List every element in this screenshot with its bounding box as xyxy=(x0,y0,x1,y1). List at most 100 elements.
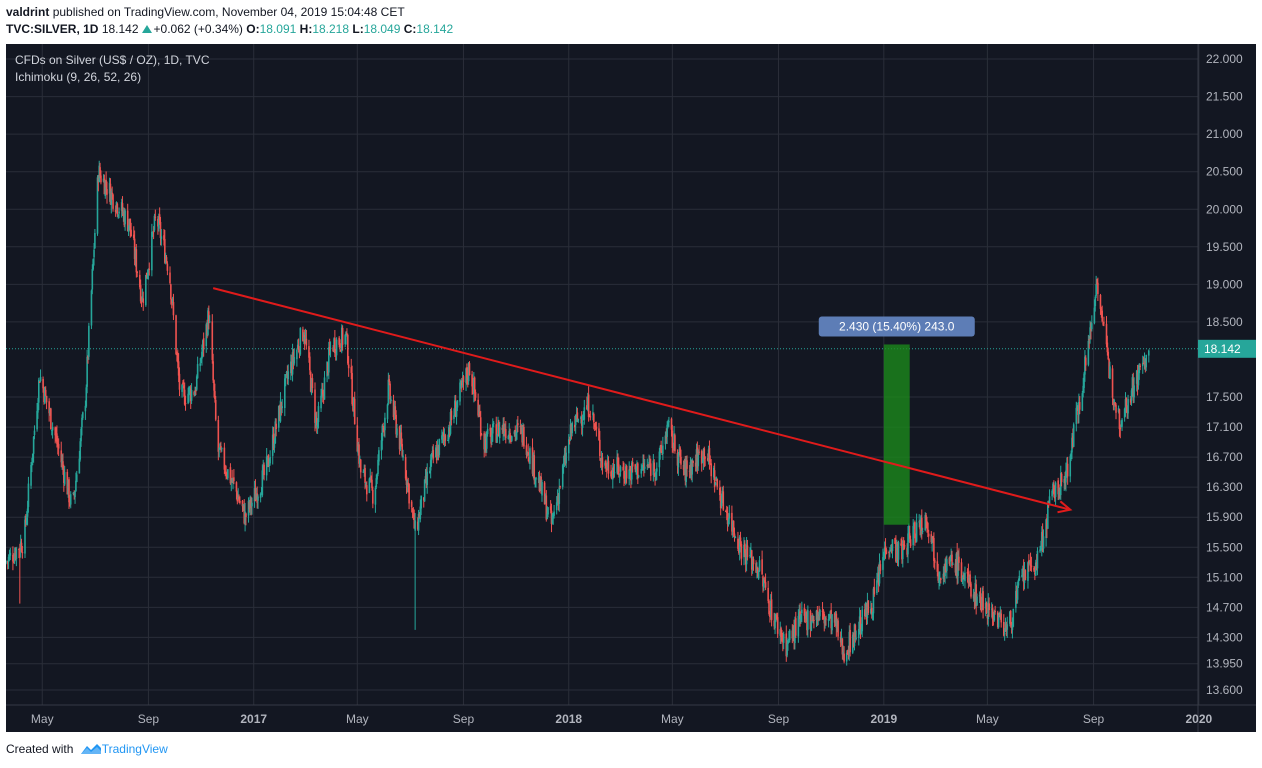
candle-body xyxy=(20,542,23,552)
candle-body xyxy=(534,479,536,481)
candle-body xyxy=(472,386,474,395)
candle-body xyxy=(368,478,371,493)
candle-body xyxy=(938,579,940,583)
candle-body xyxy=(302,329,304,342)
candle-body xyxy=(980,601,983,612)
candle-body xyxy=(546,513,548,519)
candle-body xyxy=(1046,518,1048,530)
candle-body xyxy=(401,443,403,456)
candle-body xyxy=(690,464,693,476)
candle-body xyxy=(580,419,583,426)
up-triangle-icon xyxy=(141,25,152,33)
candle-body xyxy=(897,542,900,560)
tradingview-brand[interactable]: TradingView xyxy=(101,742,168,756)
candle-body xyxy=(108,182,111,194)
candle-body xyxy=(340,327,343,352)
candle-body xyxy=(785,633,788,657)
candle-body xyxy=(43,388,45,403)
candle-body xyxy=(471,374,473,387)
candle-body xyxy=(7,556,10,562)
candle-body xyxy=(616,457,618,473)
candle-body xyxy=(909,539,912,547)
candle-body xyxy=(1034,562,1037,576)
candle-body xyxy=(242,504,245,506)
candle-body xyxy=(1053,494,1056,499)
indicator-label[interactable]: Ichimoku (9, 26, 52, 26) xyxy=(15,70,142,84)
candle-body xyxy=(973,593,976,601)
candle-body xyxy=(127,225,130,232)
candle-body xyxy=(956,551,958,577)
candle-body xyxy=(444,435,447,441)
candle-body xyxy=(1125,397,1128,407)
candle-body xyxy=(485,438,487,451)
candle-body xyxy=(287,371,290,380)
measure-label-box xyxy=(818,316,975,337)
candle-body xyxy=(798,612,801,618)
candle-body xyxy=(106,189,108,195)
candle-body xyxy=(103,178,106,195)
candle-body xyxy=(350,367,353,373)
candle-body xyxy=(1097,282,1099,294)
candle-body xyxy=(600,457,603,463)
price-chart[interactable]: 2.430 (15.40%) 243.0 22.000 21.500 21.000 20… xyxy=(6,44,1256,732)
author-name[interactable]: valdrint xyxy=(6,5,50,19)
candle-body xyxy=(25,518,27,523)
candle-body xyxy=(920,517,923,531)
candle-body xyxy=(42,379,44,389)
candle-body xyxy=(384,417,386,431)
tradingview-logo-icon[interactable] xyxy=(80,742,102,759)
candle-body xyxy=(990,608,993,610)
candle-body xyxy=(679,447,681,457)
candle-body xyxy=(685,461,687,483)
candle-body xyxy=(519,425,522,427)
candle-body xyxy=(624,477,626,482)
candle-body xyxy=(363,470,366,472)
y-tick-label: 20.500 xyxy=(1206,165,1243,179)
candle-body xyxy=(339,343,341,349)
candle-body xyxy=(369,477,372,480)
candle-body xyxy=(728,513,731,519)
candle-body xyxy=(346,333,348,335)
candle-body xyxy=(1009,610,1012,625)
candle-body xyxy=(739,537,742,544)
candle-body xyxy=(69,494,72,505)
candle-body xyxy=(964,572,966,582)
candle-body xyxy=(984,602,987,609)
candle-body xyxy=(358,444,360,464)
candle-body xyxy=(332,347,334,352)
x-tick-label: Sep xyxy=(453,712,475,726)
chart-panel[interactable]: 2.430 (15.40%) 243.0 22.000 21.500 21.000 20… xyxy=(6,44,1256,732)
candle-body xyxy=(314,389,316,423)
candle-body xyxy=(531,447,534,474)
candle-body xyxy=(60,450,63,463)
candle-body xyxy=(701,461,704,463)
candle-body xyxy=(13,553,16,562)
candle-body xyxy=(920,516,922,530)
candle-body xyxy=(618,473,621,475)
candle-body xyxy=(151,231,153,271)
candle-body xyxy=(842,651,845,655)
candle-body xyxy=(362,471,365,473)
candle-body xyxy=(926,521,928,525)
candle-body xyxy=(889,550,891,552)
candle-body xyxy=(478,412,480,414)
candle-body xyxy=(389,383,391,400)
candle-body xyxy=(146,274,149,279)
candle-body xyxy=(537,478,540,480)
candle-body xyxy=(966,571,969,574)
candle-body xyxy=(501,427,504,430)
candle-body xyxy=(958,556,960,563)
candle-body xyxy=(1022,567,1025,583)
candle-body xyxy=(864,609,866,617)
candle-body xyxy=(1030,565,1033,568)
candle-body xyxy=(849,629,851,653)
candle-body xyxy=(124,210,126,225)
y-tick-label: 13.950 xyxy=(1206,657,1243,671)
candle-body xyxy=(894,538,896,544)
candle-body xyxy=(109,183,112,205)
candle-body xyxy=(882,557,884,570)
candle-body xyxy=(408,484,410,504)
candle-body xyxy=(404,457,407,479)
candle-body xyxy=(176,353,178,355)
candle-body xyxy=(763,580,766,582)
